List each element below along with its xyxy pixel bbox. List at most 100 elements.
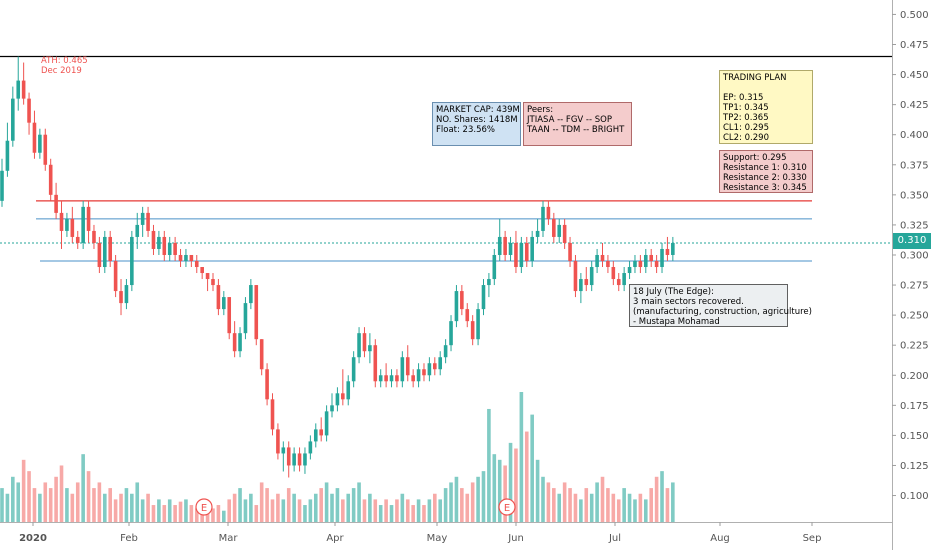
volume-bar: [313, 493, 318, 522]
volume-bar: [541, 476, 545, 522]
earnings-marker-label: E: [504, 503, 510, 514]
candle-body: [162, 236, 167, 255]
volume-bar: [38, 493, 42, 522]
candle-body: [665, 248, 670, 255]
volume-bar: [481, 471, 486, 522]
price-axis[interactable]: 0.500 0.475 0.450 0.425 0.400 0.375 0.350 0.325…: [892, 0, 932, 550]
volume-bar: [16, 482, 21, 522]
price-tick-label: 0.100: [900, 491, 929, 502]
note-line: EP: 0.315: [723, 93, 764, 103]
candle-body: [119, 291, 123, 304]
price-tick-label: 0.400: [900, 130, 929, 141]
candle-body: [514, 242, 518, 268]
price-tick-label: 0.325: [900, 220, 929, 231]
price-tick-label: 0.450: [900, 70, 929, 81]
candle-body: [460, 291, 464, 310]
volume-bar: [433, 493, 437, 522]
candle-body: [81, 206, 85, 243]
candle-body: [276, 429, 280, 454]
candle-body: [330, 405, 334, 412]
volume-bar: [86, 471, 91, 522]
candle-body: [378, 375, 383, 382]
candle-body: [200, 267, 204, 274]
time-axis[interactable]: 2020 Feb Mar Apr May Jun Jul Aug Sep: [0, 522, 892, 544]
volume-bar: [335, 488, 340, 522]
volume-bar: [503, 465, 507, 522]
market-cap-note[interactable]: MARKET CAP: 439M NO. Shares: 1418M Float…: [432, 102, 521, 146]
volume-bar: [97, 482, 102, 522]
candle-body: [595, 254, 599, 268]
candle-body: [249, 285, 253, 304]
candle-body: [102, 236, 107, 268]
volume-bar: [341, 499, 345, 522]
candle-body: [433, 363, 437, 370]
candle-body: [5, 140, 10, 171]
candle-body: [108, 236, 112, 261]
news-note[interactable]: 18 July (The Edge): 3 main sectors recov…: [629, 284, 812, 327]
volume-bar: [243, 499, 248, 522]
candle-body: [324, 411, 329, 436]
volume-bar: [627, 493, 632, 522]
volume-bar: [178, 501, 183, 522]
candle-body: [362, 333, 367, 352]
volume-bar: [611, 493, 616, 522]
note-line: MARKET CAP: 439M: [436, 105, 520, 115]
volume-bar: [75, 482, 80, 522]
candle-body: [622, 273, 626, 286]
candle-body: [54, 194, 58, 213]
candle-body: [346, 381, 351, 400]
price-tick-label: 0.200: [900, 371, 929, 382]
volume-bar: [438, 499, 443, 522]
note-line: TP1: 0.345: [723, 103, 769, 113]
ath-label: ATH: 0.465 Dec 2019: [41, 56, 88, 76]
candle-body: [503, 236, 507, 255]
volume-bar: [606, 488, 610, 522]
volume-bar: [470, 482, 475, 522]
volume-bar: [389, 505, 394, 522]
volume-bar: [579, 499, 583, 522]
volume-bar: [622, 488, 626, 522]
candle-body: [616, 279, 621, 286]
candle-body: [660, 248, 664, 268]
ath-value: ATH: 0.465: [41, 56, 88, 66]
volume-bar: [660, 471, 664, 522]
volume-bar: [373, 499, 378, 522]
time-tick-label: Mar: [219, 533, 239, 544]
candle-body: [227, 297, 232, 334]
volume-bar: [665, 488, 670, 522]
candle-body: [546, 206, 551, 219]
volume-bar: [411, 505, 415, 522]
peers-note[interactable]: Peers: JTIASA -- FGV -- SOP TAAN -- TDM …: [523, 102, 632, 146]
volume-bar: [167, 499, 172, 522]
price-tick-label: 0.350: [900, 190, 929, 201]
time-tick-label: Jul: [608, 533, 621, 544]
volume-bar: [81, 454, 85, 522]
volume-bar: [140, 499, 145, 522]
time-tick-label: Sep: [803, 533, 822, 544]
candle-body: [151, 230, 156, 249]
price-tick-label: 0.150: [900, 431, 929, 442]
volume-bar: [643, 499, 648, 522]
volume-bar: [249, 493, 253, 522]
support-resistance-note[interactable]: Support: 0.295 Resistance 1: 0.310 Resis…: [719, 150, 813, 193]
candle-body: [38, 134, 42, 153]
volume-bar: [654, 476, 659, 522]
volume-bar: [427, 499, 432, 522]
note-line: 18 July (The Edge):: [633, 287, 714, 297]
volume-bar: [649, 488, 653, 522]
candle-body: [573, 261, 578, 292]
trading-plan-note[interactable]: TRADING PLAN EP: 0.315 TP1: 0.345 TP2: 0…: [719, 70, 813, 144]
volume-bar: [568, 488, 572, 522]
candle-body: [48, 164, 53, 195]
volume-bar: [48, 488, 53, 522]
candle-body: [454, 291, 459, 322]
volume-bar: [671, 482, 675, 522]
candle-body: [562, 224, 567, 243]
ath-date: Dec 2019: [41, 66, 82, 76]
time-tick-label: May: [427, 533, 448, 544]
volume-bar: [546, 482, 551, 522]
candle-body: [341, 393, 345, 400]
note-line: CL1: 0.295: [723, 123, 769, 133]
